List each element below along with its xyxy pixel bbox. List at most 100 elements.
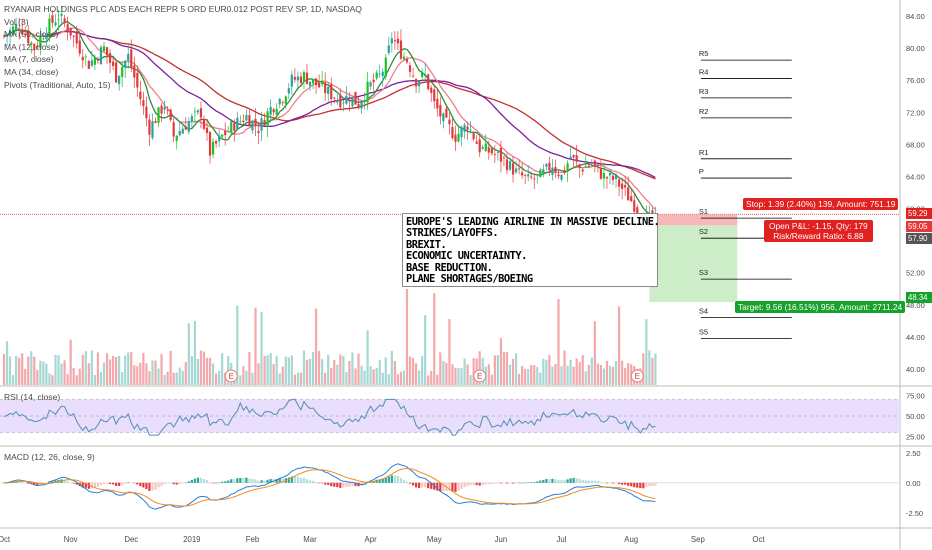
candle-body [66,24,69,33]
candle-body [284,96,287,104]
candle-body [424,74,427,77]
volume-bar [345,372,348,385]
candle-body [102,46,106,52]
macd-histogram-bar [496,482,499,484]
pivot-label: P [699,167,704,176]
macd-histogram-bar [514,482,518,484]
volume-bar [499,338,503,385]
volume-bar [348,360,351,385]
volume-bar [560,366,563,385]
candle-body [575,155,578,162]
macd-histogram-bar [178,482,181,485]
macd-histogram-bar [378,479,381,483]
macd-histogram-bar [642,482,645,489]
candle-body [84,56,87,58]
macd-histogram-bar [466,482,469,487]
rsi-indicator-label[interactable]: RSI (14, close) [4,392,61,402]
stop-label[interactable]: Stop: 1.39 (2.40%) 139, Amount: 751.19 [743,198,899,210]
macd-histogram-bar [648,482,651,487]
ma50-indicator-label[interactable]: MA (50, close) [4,29,59,40]
earnings-marker [224,369,238,383]
candle-body [263,120,266,126]
macd-histogram-bar [521,482,524,484]
candle-body [211,141,215,155]
macd-histogram-bar [505,482,509,484]
volume-bar [357,353,360,385]
earnings-marker-label: E [635,372,640,381]
volume-bar [36,369,39,385]
macd-histogram-bar [611,482,615,484]
volume-bar [157,368,160,385]
open-pnl-label[interactable]: Open P&L: -1.15, Qty: 179 Risk/Reward Ra… [764,220,873,242]
rsi-tick-label: 50.00 [906,412,925,421]
volume-bar [248,352,251,385]
candle-body [196,110,200,113]
volume-bar [451,364,454,385]
time-tick-label: Jul [557,535,567,544]
volume-bar [308,358,312,385]
stop-zone [649,214,738,226]
volume-bar [551,366,554,385]
volume-bar [221,353,224,385]
volume-bar [602,368,606,385]
volume-bar [311,352,315,385]
candle-body [27,30,30,44]
volume-bar [290,355,293,385]
volume-bar [645,319,648,385]
candle-body [254,118,257,127]
candle-body [430,87,433,93]
volume-bar [133,365,136,385]
macd-histogram-bar [381,479,384,483]
candle-body [499,147,503,162]
ma34-indicator-label[interactable]: MA (34, close) [4,66,59,77]
volume-bar [5,341,9,385]
macd-histogram-bar [305,479,309,483]
candle-body [314,78,318,86]
volume-bar [269,353,272,385]
pivots-indicator-label[interactable]: Pivots (Traditional, Auto, 15) [4,79,111,90]
volume-bar [384,357,387,385]
volume-bar [33,356,36,385]
candle-body [287,88,290,94]
price-tick-label: 80.00 [906,44,925,53]
annotation-note[interactable]: EUROPE'S LEADING AIRLINE IN MASSIVE DECL… [402,213,660,287]
note-line: STRIKES/LAYOFFS. [406,227,499,240]
price-tick-label: 48.00 [906,301,925,310]
price-tick-label: 64.00 [906,172,925,181]
ma12-indicator-label[interactable]: MA (12, close) [4,41,59,52]
volume-bar [496,355,499,385]
macd-histogram-bar [645,482,648,488]
candle-body [336,99,339,103]
volume-bar [651,357,654,385]
candle-body [451,126,454,139]
volume-indicator-label[interactable]: Vol (3) [4,16,29,27]
symbol-title[interactable]: RYANAIR HOLDINGS PLC ADS EACH REPR 5 ORD… [4,4,362,14]
volume-bar [205,357,209,385]
volume-bar [148,371,151,385]
candle-body [448,119,451,125]
volume-bar [263,355,266,385]
macd-histogram-bar [493,482,496,484]
macd-indicator-label[interactable]: MACD (12, 26, close, 9) [4,452,95,462]
price-tick-label: 84.00 [906,12,925,21]
note-line: PLANE SHORTAGES/BOEING [406,273,533,286]
candle-body [530,176,533,178]
macd-histogram-bar [202,479,206,483]
candle-body [614,174,618,180]
candle-body [633,200,636,212]
target-label[interactable]: Target: 9.56 (16.51%) 956, Amount: 2711.… [735,301,906,313]
volume-bar [257,363,260,385]
ma7-indicator-label[interactable]: MA (7, close) [4,54,54,65]
volume-bar [336,364,339,385]
candle-body [269,106,272,115]
volume-bar [196,359,200,385]
candle-body [278,98,281,105]
macd-histogram-bar [460,482,463,489]
candle-body [542,169,545,175]
candle-body [581,169,584,172]
volume-bar [596,363,599,385]
macd-histogram-bar [472,482,475,486]
macd-histogram-bar [487,482,490,485]
candle-body [545,163,548,167]
